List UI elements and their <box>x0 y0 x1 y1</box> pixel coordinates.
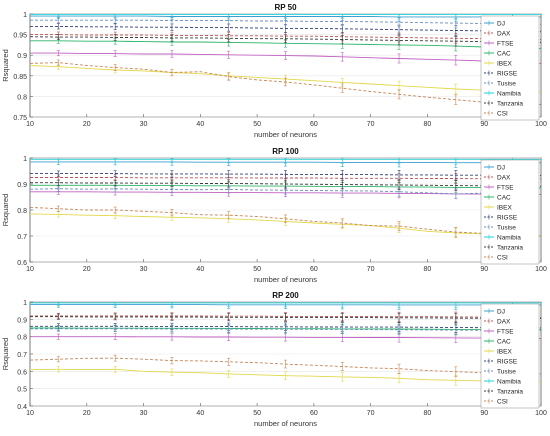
legend: DJ DAX FTSE CAC IBEX RIGSE Tusise Namibia Tanzan… <box>481 16 539 120</box>
y-tick-label: 0.9 <box>17 53 27 60</box>
legend-label: IBEX <box>497 205 512 212</box>
legend-label: CAC <box>497 51 511 58</box>
x-tick-label: 70 <box>367 410 375 417</box>
x-axis-label: number of neurons <box>254 419 317 428</box>
legend-label: FTSE <box>497 41 514 48</box>
x-tick-label: 50 <box>253 266 261 273</box>
y-tick-label: 0.75 <box>13 115 27 122</box>
legend-label: DJ <box>497 309 505 316</box>
y-tick-label: 0.6 <box>17 369 27 376</box>
legend-label: Namibia <box>497 235 521 242</box>
legend-label: DAX <box>497 31 511 38</box>
y-tick-label: 0.8 <box>17 208 27 215</box>
legend-label: Tusise <box>497 369 516 376</box>
y-tick-label: 1 <box>23 300 27 307</box>
x-tick-label: 30 <box>140 410 148 417</box>
y-tick-label: 0.5 <box>17 387 27 394</box>
y-tick-label: 0.8 <box>17 94 27 101</box>
chart-title: RP 50 <box>274 3 297 12</box>
legend-label: Namibia <box>497 379 521 386</box>
x-tick-label: 30 <box>140 121 148 128</box>
x-tick-label: 70 <box>367 266 375 273</box>
x-tick-label: 20 <box>83 410 91 417</box>
legend-label: DAX <box>497 175 511 182</box>
y-tick-label: 0.7 <box>17 352 27 359</box>
x-axis-label: number of neurons <box>254 130 317 139</box>
x-tick-label: 30 <box>140 266 148 273</box>
x-tick-label: 60 <box>310 121 318 128</box>
legend-label: Tanzania <box>497 245 523 252</box>
chart-title: RP 100 <box>272 147 299 156</box>
y-tick-label: 0.9 <box>17 317 27 324</box>
legend-label: DJ <box>497 21 505 28</box>
legend-label: FTSE <box>497 329 514 336</box>
chart-panel-1: 0.75 0.8 0.85 0.9 0.95 1 10 20 30 40 50 60 70 80 90 100… <box>1 3 547 139</box>
legend-label: FTSE <box>497 185 514 192</box>
x-tick-label: 90 <box>480 121 488 128</box>
y-tick-label: 1 <box>23 12 27 19</box>
x-tick-label: 80 <box>424 410 432 417</box>
legend-label: Tanzania <box>497 101 523 108</box>
x-axis-label: number of neurons <box>254 275 317 284</box>
x-tick-label: 100 <box>535 121 547 128</box>
x-tick-label: 80 <box>424 121 432 128</box>
x-tick-label: 50 <box>253 121 261 128</box>
y-axis-label: Rsquared <box>1 49 10 82</box>
legend-label: IBEX <box>497 61 512 68</box>
x-tick-label: 40 <box>196 410 204 417</box>
x-tick-label: 70 <box>367 121 375 128</box>
legend: DJ DAX FTSE CAC IBEX RIGSE Tusise Namibia Tanzan… <box>481 160 539 264</box>
x-tick-label: 10 <box>26 266 34 273</box>
legend-label: RIGSE <box>497 359 518 366</box>
legend-label: DJ <box>497 165 505 172</box>
legend-label: DAX <box>497 319 511 326</box>
x-tick-label: 90 <box>480 266 488 273</box>
x-tick-label: 20 <box>83 266 91 273</box>
y-tick-label: 1 <box>23 156 27 163</box>
legend-label: CAC <box>497 195 511 202</box>
legend-label: RIGSE <box>497 71 518 78</box>
y-axis-label: Rsquared <box>1 194 10 227</box>
y-tick-label: 0.8 <box>17 335 27 342</box>
legend-label: CSI <box>497 399 508 406</box>
y-tick-label: 0.7 <box>17 234 27 241</box>
x-tick-label: 10 <box>26 410 34 417</box>
chart-title: RP 200 <box>272 291 299 300</box>
x-tick-label: 50 <box>253 410 261 417</box>
x-tick-label: 20 <box>83 121 91 128</box>
x-tick-label: 90 <box>480 410 488 417</box>
legend-label: Tanzania <box>497 389 523 396</box>
legend-label: CSI <box>497 111 508 118</box>
y-tick-label: 0.85 <box>13 74 27 81</box>
legend-label: Tusise <box>497 225 516 232</box>
y-tick-label: 0.95 <box>13 33 27 40</box>
x-tick-label: 80 <box>424 266 432 273</box>
legend-label: CAC <box>497 339 511 346</box>
x-tick-label: 10 <box>26 121 34 128</box>
legend: DJ DAX FTSE CAC IBEX RIGSE Tusise Namibia Tanzan… <box>481 304 539 408</box>
x-tick-label: 60 <box>310 410 318 417</box>
legend-label: RIGSE <box>497 215 518 222</box>
legend-label: IBEX <box>497 349 512 356</box>
x-tick-label: 100 <box>535 410 547 417</box>
x-tick-label: 100 <box>535 266 547 273</box>
legend-label: Namibia <box>497 91 521 98</box>
legend-label: Tusise <box>497 81 516 88</box>
y-tick-label: 0.9 <box>17 182 27 189</box>
x-tick-label: 60 <box>310 266 318 273</box>
x-tick-label: 40 <box>196 266 204 273</box>
x-tick-label: 40 <box>196 121 204 128</box>
legend-label: CSI <box>497 255 508 262</box>
y-axis-label: Rsquared <box>1 338 10 371</box>
